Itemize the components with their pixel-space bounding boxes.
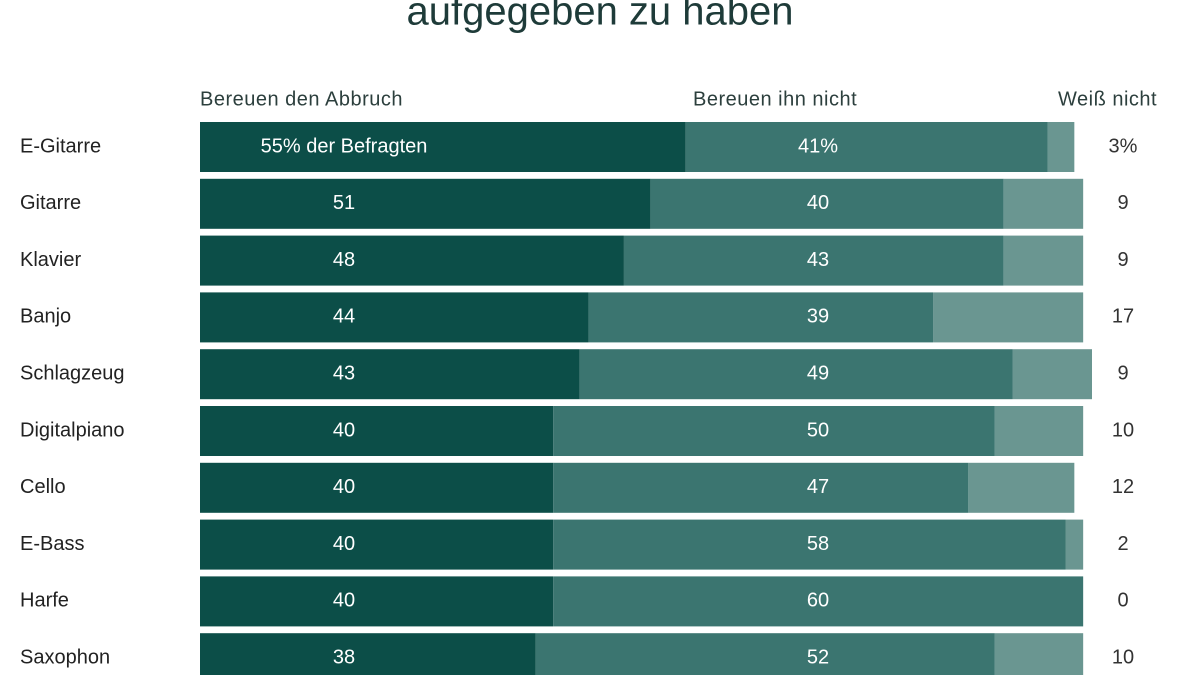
chart-title: aufgegeben zu haben bbox=[406, 0, 793, 34]
value-label: 9 bbox=[1117, 362, 1128, 384]
value-label: 50 bbox=[807, 419, 829, 441]
value-label: 55% der Befragten bbox=[261, 135, 428, 157]
value-label: 2 bbox=[1117, 533, 1128, 555]
bar-segment bbox=[968, 462, 1075, 513]
bar-segment bbox=[588, 292, 934, 343]
bar-segment bbox=[535, 633, 995, 675]
category-label: Cello bbox=[20, 476, 66, 498]
value-label: 0 bbox=[1117, 590, 1128, 612]
legend-label: Bereuen ihn nicht bbox=[693, 88, 857, 110]
bar-segment bbox=[200, 633, 536, 675]
bar-segment bbox=[623, 235, 1004, 286]
category-label: Banjo bbox=[20, 306, 71, 328]
bar-segment bbox=[933, 292, 1084, 343]
category-label: Klavier bbox=[20, 249, 81, 271]
value-label: 3% bbox=[1109, 135, 1138, 157]
value-label: 43 bbox=[333, 362, 355, 384]
bar-segment bbox=[994, 406, 1084, 456]
value-label: 49 bbox=[807, 362, 829, 384]
value-label: 52 bbox=[807, 646, 829, 668]
value-label: 51 bbox=[333, 192, 355, 214]
value-label: 9 bbox=[1117, 192, 1128, 214]
value-label: 10 bbox=[1112, 419, 1134, 441]
value-label: 17 bbox=[1112, 306, 1134, 328]
bar-segment bbox=[200, 519, 554, 570]
bar-segment bbox=[200, 235, 624, 286]
bar-segment bbox=[1065, 519, 1084, 570]
value-label: 39 bbox=[807, 306, 829, 328]
value-label: 40 bbox=[333, 419, 355, 441]
legend-label: Bereuen den Abbruch bbox=[200, 88, 403, 110]
value-label: 47 bbox=[807, 476, 829, 498]
category-label: Gitarre bbox=[20, 192, 81, 214]
value-label: 40 bbox=[333, 590, 355, 612]
bar-segment bbox=[200, 292, 589, 343]
value-label: 40 bbox=[333, 476, 355, 498]
category-label: Schlagzeug bbox=[20, 362, 125, 384]
legend-label: Weiß nicht bbox=[1058, 88, 1157, 110]
bar-segment bbox=[1003, 178, 1084, 229]
bar-segment bbox=[994, 633, 1084, 675]
bar-segment bbox=[685, 122, 1048, 172]
bar-segment bbox=[553, 576, 1084, 627]
category-label: Digitalpiano bbox=[20, 419, 125, 441]
bar-segment bbox=[579, 349, 1013, 400]
value-label: 12 bbox=[1112, 476, 1134, 498]
value-label: 60 bbox=[807, 590, 829, 612]
bar-segment bbox=[200, 406, 554, 456]
category-label: Harfe bbox=[20, 590, 69, 612]
bar-segment bbox=[553, 519, 1066, 570]
value-label: 9 bbox=[1117, 249, 1128, 271]
value-label: 10 bbox=[1112, 646, 1134, 668]
bar-segment bbox=[1003, 235, 1084, 286]
value-label: 58 bbox=[807, 533, 829, 555]
bar-segment bbox=[1012, 349, 1092, 400]
bar-segment bbox=[553, 462, 969, 513]
bar-segment bbox=[200, 349, 580, 400]
category-label: E-Gitarre bbox=[20, 135, 101, 157]
bar-segment bbox=[200, 462, 554, 513]
bar-segment bbox=[1047, 122, 1075, 172]
bar-segment bbox=[650, 178, 1004, 229]
value-label: 40 bbox=[333, 533, 355, 555]
category-label: Saxophon bbox=[20, 646, 110, 668]
value-label: 43 bbox=[807, 249, 829, 271]
bar-segment bbox=[200, 576, 554, 627]
value-label: 44 bbox=[333, 306, 355, 328]
bar-segment bbox=[553, 406, 995, 456]
value-label: 41% bbox=[798, 135, 838, 157]
bar-segment bbox=[200, 178, 651, 229]
value-label: 38 bbox=[333, 646, 355, 668]
value-label: 48 bbox=[333, 249, 355, 271]
value-label: 40 bbox=[807, 192, 829, 214]
bar-segment bbox=[200, 122, 686, 172]
category-label: E-Bass bbox=[20, 533, 84, 555]
